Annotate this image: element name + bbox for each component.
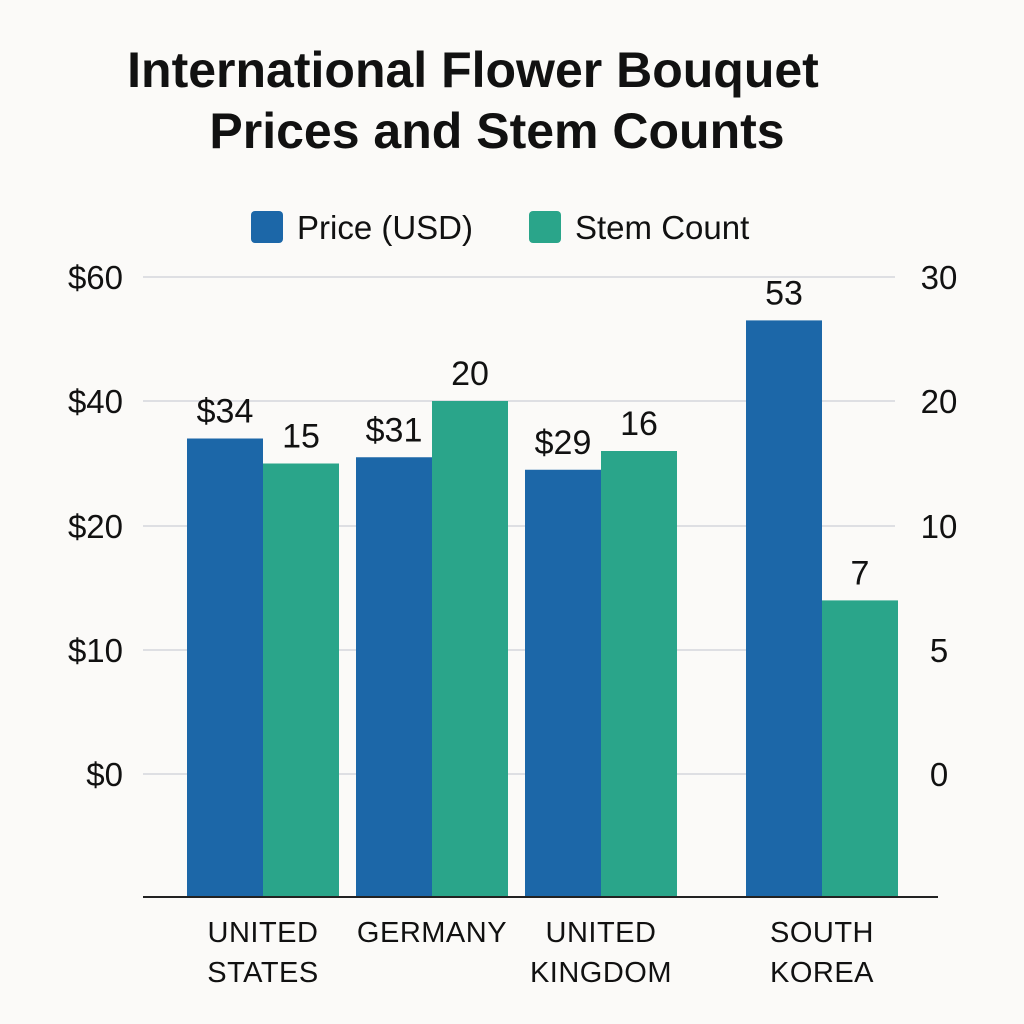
left-tick-label: $20 <box>68 508 123 545</box>
bar-price <box>525 469 601 897</box>
chart-title-line-2: Prices and Stem Counts <box>209 103 784 159</box>
category-label: UNITED <box>546 917 657 949</box>
left-tick-label: $10 <box>68 632 123 669</box>
category-labels: UNITED STATES GERMANY UNITED KINGDOM SOUTH KOR… <box>207 917 874 989</box>
data-label-stem-count: 7 <box>851 554 870 592</box>
category-label: SOUTH <box>770 917 874 949</box>
bar-price <box>187 438 263 897</box>
bar-stem-count <box>601 451 677 897</box>
data-label-stem-count: 16 <box>620 405 658 443</box>
data-label-stem-count: 15 <box>282 418 320 456</box>
left-tick-label: $40 <box>68 383 123 420</box>
data-label-price: $29 <box>535 424 592 462</box>
data-label-price: 53 <box>765 274 803 312</box>
data-label-price: $34 <box>197 393 254 431</box>
bar-stem-count <box>263 463 339 897</box>
right-tick-label: 10 <box>921 508 958 545</box>
category-label: UNITED <box>208 917 319 949</box>
bar-price <box>746 320 822 897</box>
legend: Price (USD) Stem Count <box>251 209 749 246</box>
legend-swatch-stem-count <box>529 211 561 243</box>
data-label-price: $31 <box>366 411 423 449</box>
value-labels: $34 $31 $29 53 15 20 16 7 <box>197 274 870 592</box>
data-label-stem-count: 20 <box>451 355 489 393</box>
left-axis-ticks: $0 $10 $20 $40 $60 <box>68 259 123 793</box>
right-tick-label: 0 <box>930 756 948 793</box>
category-label: GERMANY <box>357 917 507 949</box>
legend-label-price: Price (USD) <box>297 209 473 246</box>
bars <box>187 320 898 897</box>
legend-swatch-price <box>251 211 283 243</box>
left-tick-label: $0 <box>86 756 123 793</box>
bar-price <box>356 457 432 897</box>
right-tick-label: 20 <box>921 383 958 420</box>
category-label: KINGDOM <box>530 957 672 989</box>
right-tick-label: 5 <box>930 632 948 669</box>
right-tick-label: 30 <box>921 259 958 296</box>
category-label: KOREA <box>770 957 874 989</box>
left-tick-label: $60 <box>68 259 123 296</box>
legend-label-stem-count: Stem Count <box>575 209 749 246</box>
right-axis-ticks: 0 5 10 20 30 <box>921 259 958 793</box>
category-label: STATES <box>207 957 319 989</box>
bar-stem-count <box>822 600 898 897</box>
bar-stem-count <box>432 401 508 897</box>
chart-title-line-1: International Flower Bouquet <box>127 42 819 98</box>
